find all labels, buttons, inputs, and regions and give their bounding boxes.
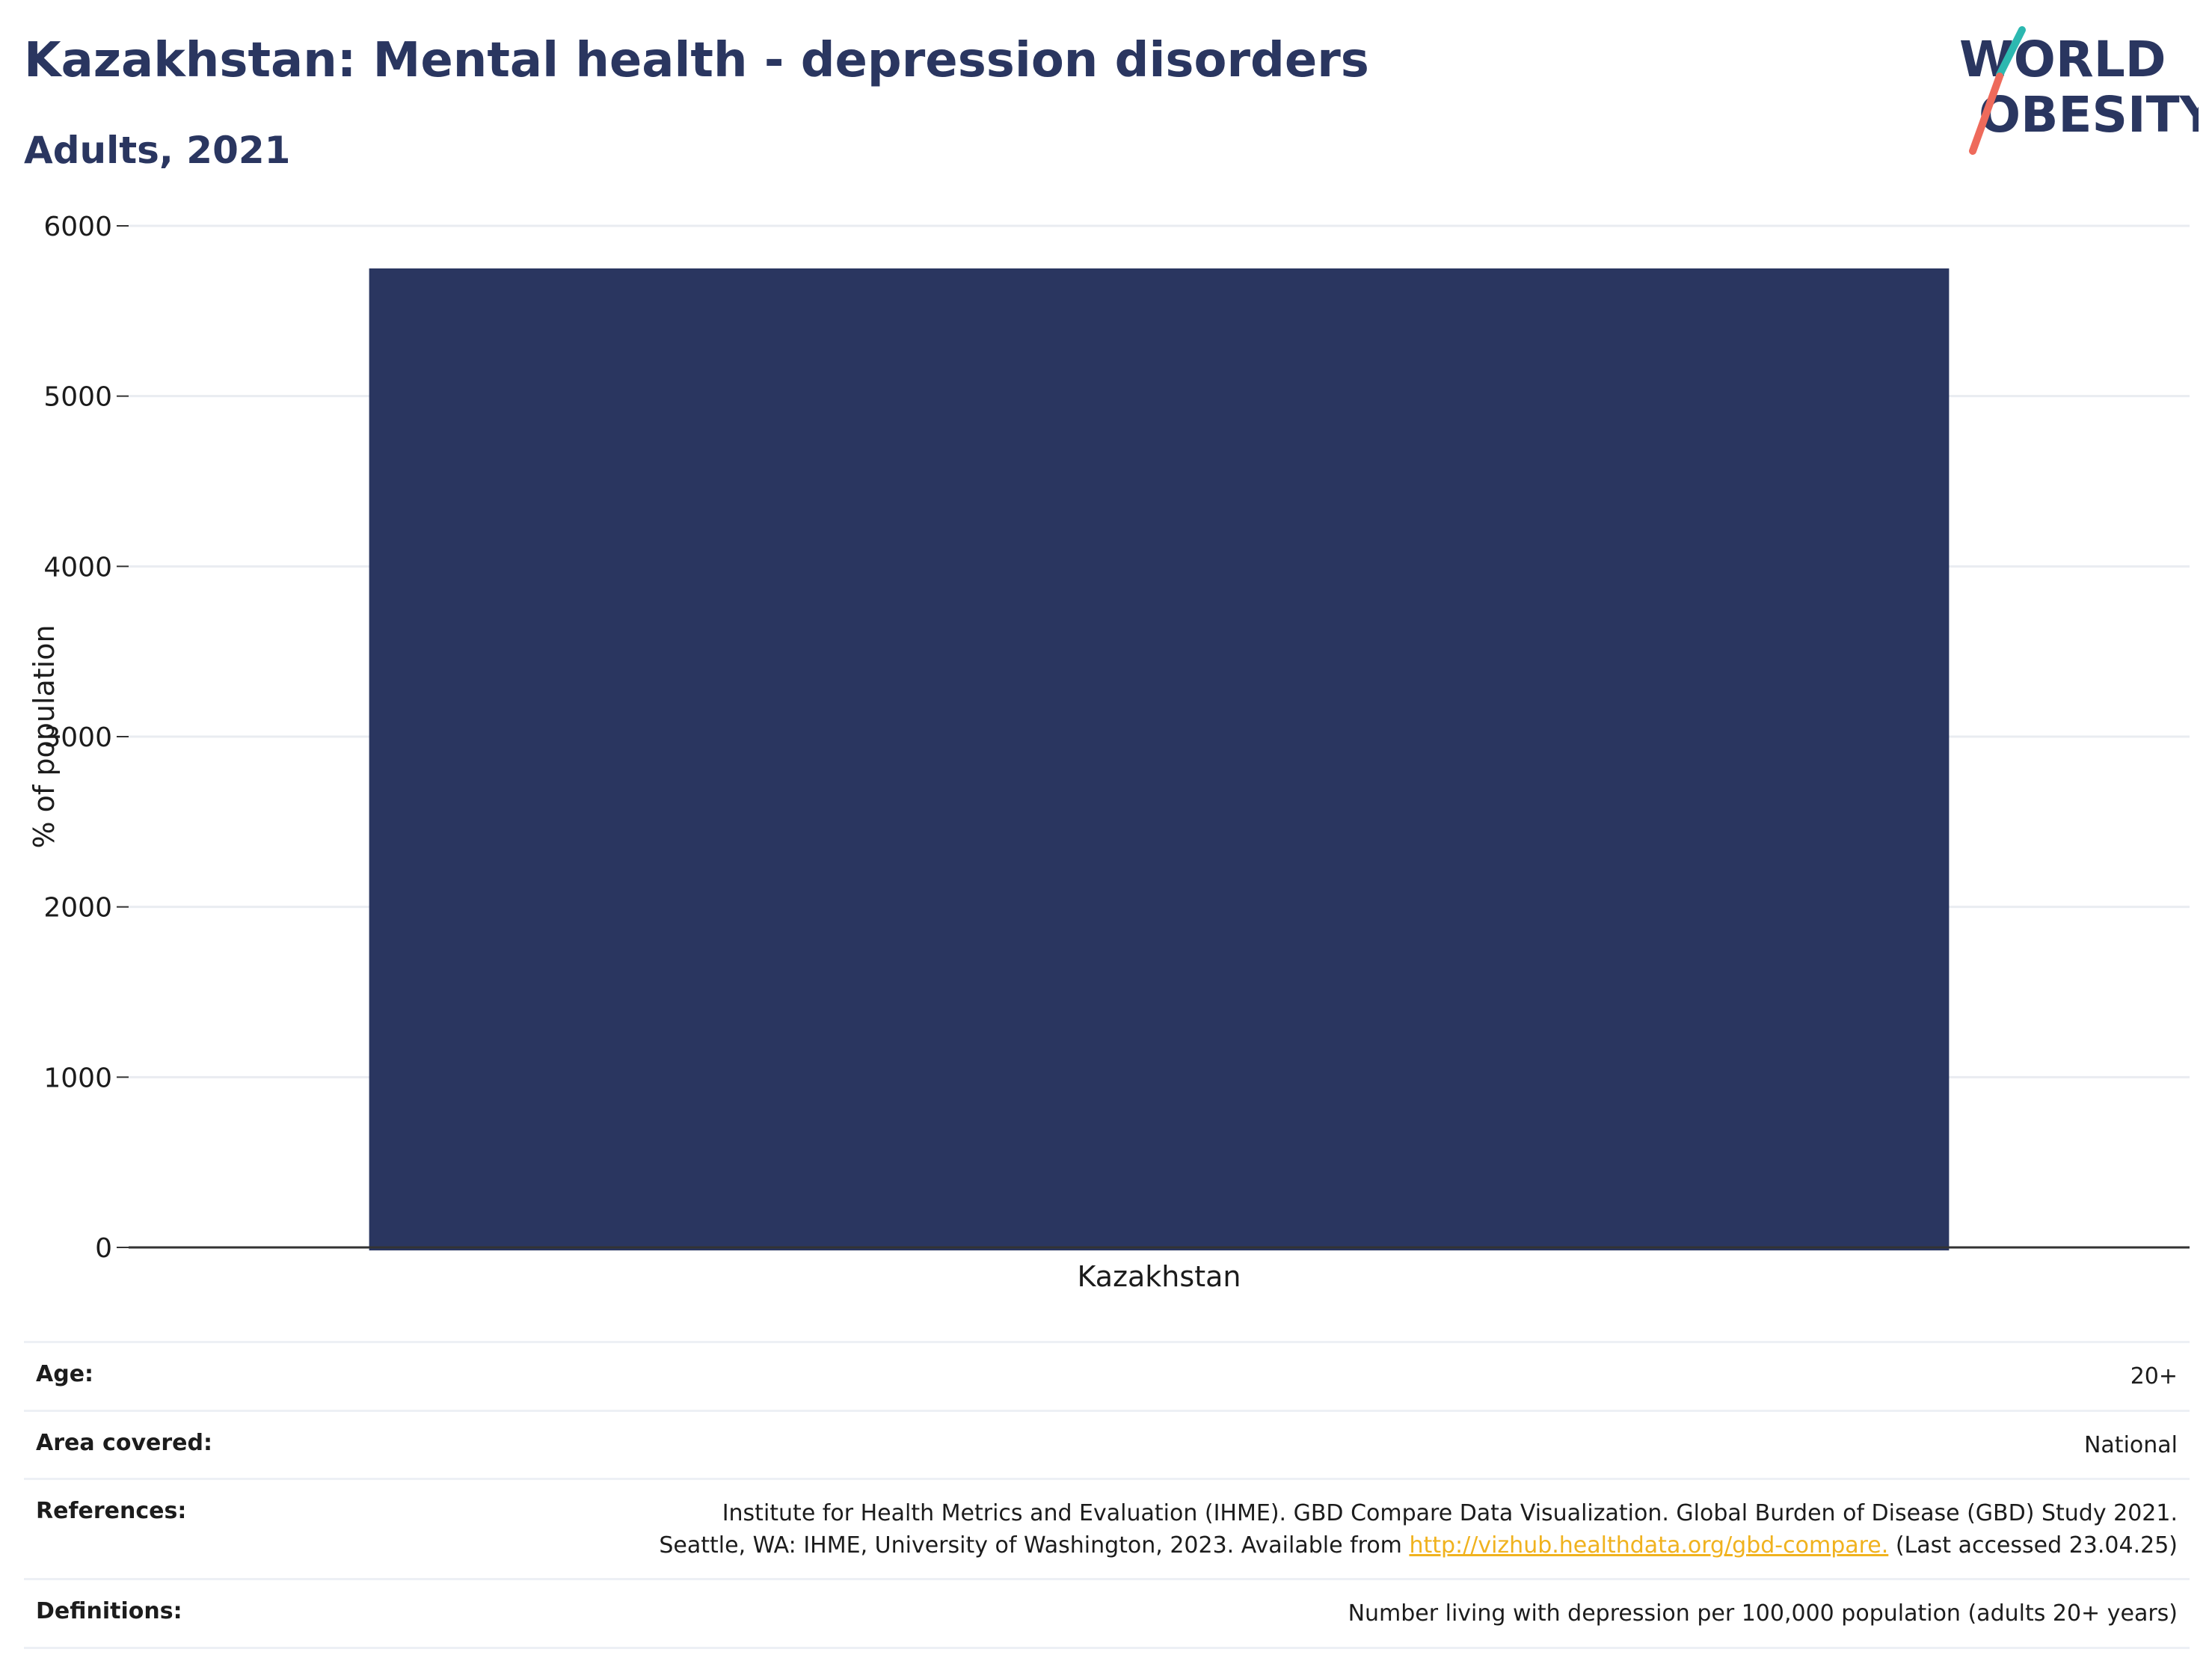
x-axis: Kazakhstan xyxy=(129,1246,2190,1293)
references-line-2-post: (Last accessed 23.04.25) xyxy=(1888,1532,2178,1559)
references-link[interactable]: http://vizhub.healthdata.org/gbd-compare… xyxy=(1409,1532,1889,1559)
area-label: Area covered: xyxy=(36,1429,212,1456)
references-line-2-pre: Seattle, WA: IHME, University of Washing… xyxy=(659,1532,1410,1559)
logo-line-1: WORLD xyxy=(1959,31,2166,88)
y-axis-ticks: 0 1000 2000 3000 4000 5000 6000 xyxy=(43,212,129,1264)
x-tick-label: Kazakhstan xyxy=(1078,1260,1241,1293)
references-value: Institute for Health Metrics and Evaluat… xyxy=(659,1498,2178,1562)
definitions-value: Number living with depression per 100,00… xyxy=(1348,1600,2178,1627)
definitions-label: Definitions: xyxy=(36,1598,182,1625)
references-line-1: Institute for Health Metrics and Evaluat… xyxy=(722,1500,2178,1527)
area-value: National xyxy=(2083,1431,2178,1458)
y-tick-label: 1000 xyxy=(43,1063,112,1093)
y-tick-label: 4000 xyxy=(43,552,112,583)
y-tick-label: 3000 xyxy=(43,722,112,753)
meta-row-definitions: Definitions: Number living with depressi… xyxy=(24,1578,2190,1649)
logo-line-2: OBESITY xyxy=(1979,86,2199,144)
meta-row-age: Age: 20+ xyxy=(24,1341,2190,1410)
page-title: Kazakhstan: Mental health - depression d… xyxy=(24,33,1369,88)
age-label: Age: xyxy=(36,1361,94,1387)
y-axis-label: % of population xyxy=(28,624,61,848)
references-label: References: xyxy=(36,1498,187,1525)
metadata-table: Age: 20+ Area covered: National Referenc… xyxy=(24,1341,2190,1649)
world-obesity-logo: WORLD OBESITY xyxy=(1959,26,2199,155)
bar-kazakhstan xyxy=(369,268,1950,1251)
meta-row-references: References: Institute for Health Metrics… xyxy=(24,1478,2190,1578)
meta-row-area: Area covered: National xyxy=(24,1409,2190,1479)
y-tick-label: 6000 xyxy=(43,212,112,242)
page-subtitle: Adults, 2021 xyxy=(24,129,291,172)
logo-slash-bottom xyxy=(1969,73,2003,155)
y-tick-label: 2000 xyxy=(43,893,112,924)
bars xyxy=(369,268,1950,1251)
logo-slash-top xyxy=(1996,26,2026,79)
bar-chart: 0 1000 2000 3000 4000 5000 6000 Kazakhstan % o… xyxy=(28,212,2190,1293)
age-value: 20+ xyxy=(2130,1363,2178,1390)
y-tick-label: 0 xyxy=(95,1233,112,1264)
y-tick-label: 5000 xyxy=(43,382,112,413)
